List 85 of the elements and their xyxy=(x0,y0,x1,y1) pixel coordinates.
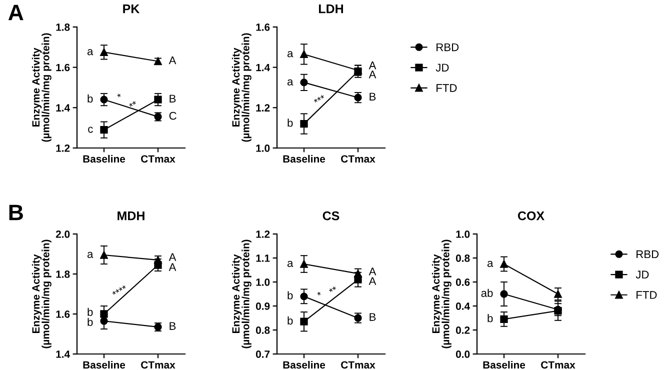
y-tick-label: 1.8 xyxy=(56,270,70,278)
y-tick-label: 1.6 xyxy=(56,64,70,72)
annotation: C xyxy=(169,112,176,120)
annotation: a xyxy=(87,49,94,56)
annotation: a xyxy=(87,252,94,258)
y-tick-label: 0.2 xyxy=(456,326,470,334)
annotation: *** xyxy=(313,94,325,103)
annotation: A xyxy=(168,253,176,261)
y-tick-label: 1.4 xyxy=(256,64,270,72)
x-tick-label: Baseline xyxy=(283,360,326,369)
annotation: b xyxy=(288,291,293,300)
annotation: B xyxy=(370,92,376,100)
annotation: a xyxy=(287,79,294,86)
y-axis-title: Enzyme Activity (µmol/min/mg protein) xyxy=(232,33,252,142)
annotation: ** xyxy=(128,100,136,108)
annotation: B xyxy=(170,94,176,102)
x-tick-label: CTmax xyxy=(141,155,176,163)
annotation: a xyxy=(287,51,294,58)
y-tick-label: 0.7 xyxy=(256,350,270,358)
y-axis-title: Enzyme Activity (µmol/min/mg protein) xyxy=(32,33,52,142)
y-tick-label: 1.2 xyxy=(56,144,70,152)
y-tick-label: 0.8 xyxy=(256,326,270,334)
annotation: b xyxy=(88,318,93,326)
legend-label: JD xyxy=(436,64,449,72)
legend-label: JD xyxy=(636,270,649,279)
annotation: b xyxy=(88,94,93,103)
annotation: A xyxy=(368,62,376,70)
legend-label: RBD xyxy=(636,250,659,258)
annotation: b xyxy=(288,316,293,325)
annotation: **** xyxy=(112,284,126,296)
annotation: b xyxy=(288,118,293,127)
y-axis-title: Enzyme Activity (µmol/min/mg protein) xyxy=(232,240,252,348)
x-tick-label: Baseline xyxy=(283,154,326,163)
y-tick-label: 1.0 xyxy=(256,278,270,286)
y-tick-label: 0.4 xyxy=(456,302,470,310)
y-tick-label: 2.0 xyxy=(56,230,70,238)
y-tick-label: 0.6 xyxy=(456,278,470,286)
annotation: a xyxy=(487,260,494,267)
legend-label: RBD xyxy=(436,43,459,52)
y-tick-label: 1.4 xyxy=(56,350,70,358)
annotation: * xyxy=(116,92,122,98)
legend-label: FTD xyxy=(636,291,657,299)
annotation: c xyxy=(88,126,93,133)
chart-title: COX xyxy=(518,211,544,220)
annotation: A xyxy=(368,277,376,285)
x-tick-label: Baseline xyxy=(483,360,526,369)
annotation: A xyxy=(168,56,176,64)
y-tick-label: 1.6 xyxy=(256,24,270,31)
annotation: ab xyxy=(481,288,493,297)
annotation: B xyxy=(170,322,176,330)
y-tick-label: 1.8 xyxy=(56,24,70,31)
annotation: A xyxy=(168,263,176,271)
legend-label: FTD xyxy=(436,84,457,92)
chart-title: PK xyxy=(123,4,140,14)
y-axis-title: Enzyme Activity (µmol/min/mg protein) xyxy=(32,240,52,348)
x-tick-label: Baseline xyxy=(83,154,126,163)
chart-title: CS xyxy=(322,211,340,220)
chart-title: LDH xyxy=(318,4,344,14)
y-tick-label: 1.4 xyxy=(56,104,70,112)
y-tick-label: 0.0 xyxy=(456,350,470,358)
y-tick-label: 1.2 xyxy=(256,104,270,112)
y-tick-label: 1.2 xyxy=(256,230,270,238)
x-tick-label: Baseline xyxy=(83,360,126,369)
text: B xyxy=(9,204,23,220)
y-tick-label: 1.0 xyxy=(256,144,270,152)
annotation: B xyxy=(370,313,376,321)
y-tick-label: 1.1 xyxy=(256,254,270,262)
annotation: ** xyxy=(328,286,336,292)
text: A xyxy=(8,4,24,20)
x-tick-label: CTmax xyxy=(141,361,176,369)
chart-title: MDH xyxy=(118,212,144,220)
annotation: A xyxy=(368,70,376,78)
annotation: a xyxy=(287,260,294,267)
x-tick-label: CTmax xyxy=(341,361,376,369)
y-axis-title: Enzyme Activity (µmol/min/mg protein) xyxy=(432,240,452,348)
y-tick-label: 1.6 xyxy=(56,310,70,318)
annotation: b xyxy=(88,308,93,316)
y-tick-label: 0.9 xyxy=(256,302,270,310)
annotation: b xyxy=(488,314,493,322)
x-tick-label: CTmax xyxy=(341,155,376,163)
annotation: * xyxy=(316,291,322,296)
annotation: A xyxy=(368,268,376,276)
x-tick-label: CTmax xyxy=(541,361,576,369)
y-tick-label: 0.8 xyxy=(456,254,470,262)
y-tick-label: 1.0 xyxy=(456,230,470,238)
